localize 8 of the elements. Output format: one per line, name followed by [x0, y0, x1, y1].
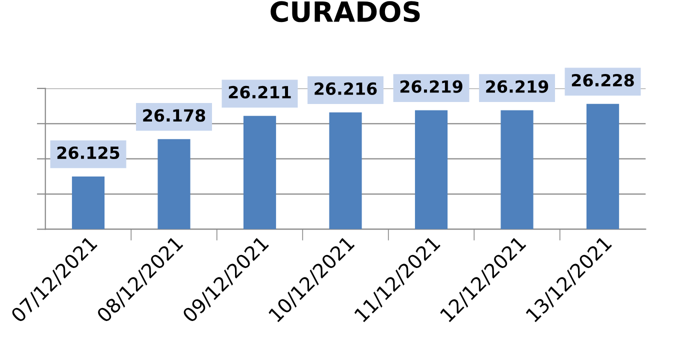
data-label: 26.211 — [228, 86, 291, 99]
data-label: 26.228 — [572, 74, 634, 87]
data-label: 26.216 — [314, 82, 377, 95]
data-label: 26.219 — [486, 80, 548, 93]
data-label: 26.125 — [57, 146, 120, 160]
chart-title: CURADOS — [270, 1, 420, 22]
data-label: 26.219 — [400, 80, 462, 93]
data-label: 26.178 — [143, 109, 206, 122]
